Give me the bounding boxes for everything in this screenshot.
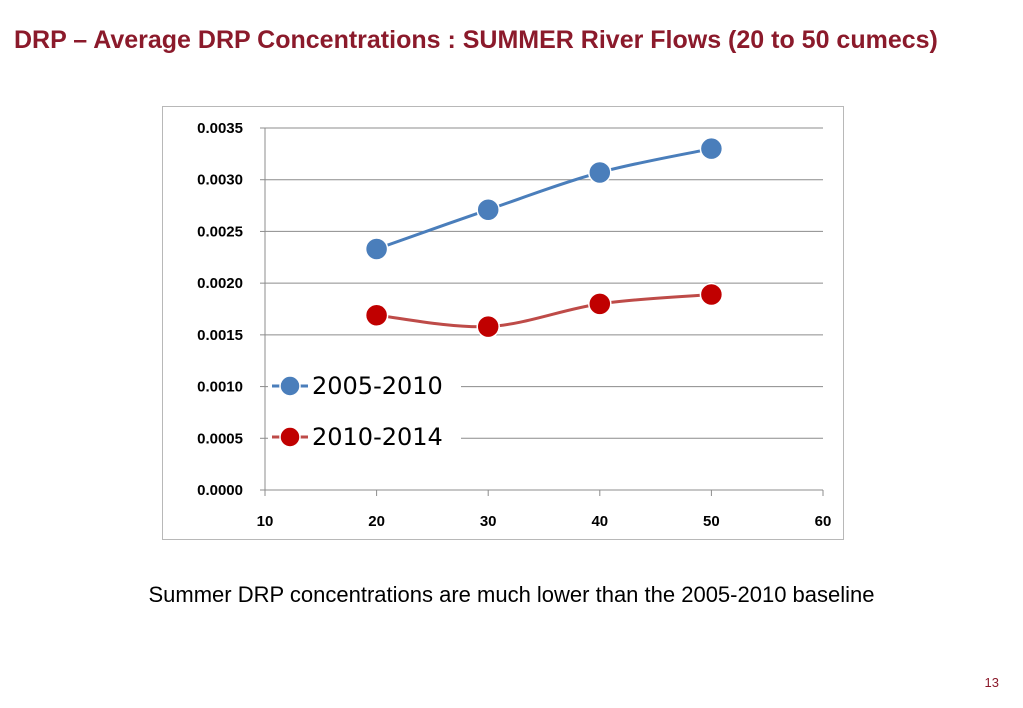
data-point-2010-2014 xyxy=(588,292,612,316)
y-tick-label: 0.0020 xyxy=(197,275,243,292)
legend-label-2005-2010: 2005-2010 xyxy=(312,372,443,400)
x-tick-labels: 10 20 30 40 50 60 xyxy=(257,513,832,530)
axes xyxy=(260,127,824,496)
data-point-2005-2010 xyxy=(476,197,500,222)
series xyxy=(364,136,724,339)
x-tick-label: 50 xyxy=(703,513,720,530)
x-tick-label: 20 xyxy=(368,513,385,530)
data-point-2005-2010 xyxy=(588,160,612,185)
slide-caption: Summer DRP concentrations are much lower… xyxy=(148,582,875,607)
x-tick-label: 60 xyxy=(815,513,832,530)
legend-marker-2005-2010 xyxy=(279,375,301,397)
legend-marker-2010-2014 xyxy=(279,426,301,448)
y-tick-labels: 0.0000 0.0005 0.0010 0.0015 0.0020 0.0025 0.00… xyxy=(197,120,243,499)
page-number: 13 xyxy=(984,675,999,690)
slide-title: DRP – Average DRP Concentrations : SUMME… xyxy=(14,26,938,54)
y-tick-label: 0.0010 xyxy=(197,379,243,396)
chart-frame xyxy=(162,106,844,540)
series-line-2005-2010 xyxy=(376,147,712,251)
data-point-2010-2014 xyxy=(699,282,724,307)
data-point-2010-2014 xyxy=(476,314,500,339)
y-tick-label: 0.0035 xyxy=(197,120,243,137)
x-tick-label: 10 xyxy=(257,513,274,530)
y-tick-label: 0.0005 xyxy=(197,430,243,447)
y-tick-label: 0.0030 xyxy=(197,172,243,189)
y-tick-label: 0.0015 xyxy=(197,327,243,344)
x-tick-label: 30 xyxy=(480,513,497,530)
series-line-2010-2014 xyxy=(376,293,712,329)
y-tick-label: 0.0025 xyxy=(197,223,243,240)
x-tick-label: 40 xyxy=(591,513,608,530)
data-point-2010-2014 xyxy=(364,303,389,327)
y-tick-label: 0.0000 xyxy=(197,482,243,499)
legend-label-2010-2014: 2010-2014 xyxy=(312,423,443,451)
data-point-2005-2010 xyxy=(699,136,724,161)
data-point-2005-2010 xyxy=(364,237,389,261)
legend: 2005-2010 2010-2014 xyxy=(268,366,461,457)
